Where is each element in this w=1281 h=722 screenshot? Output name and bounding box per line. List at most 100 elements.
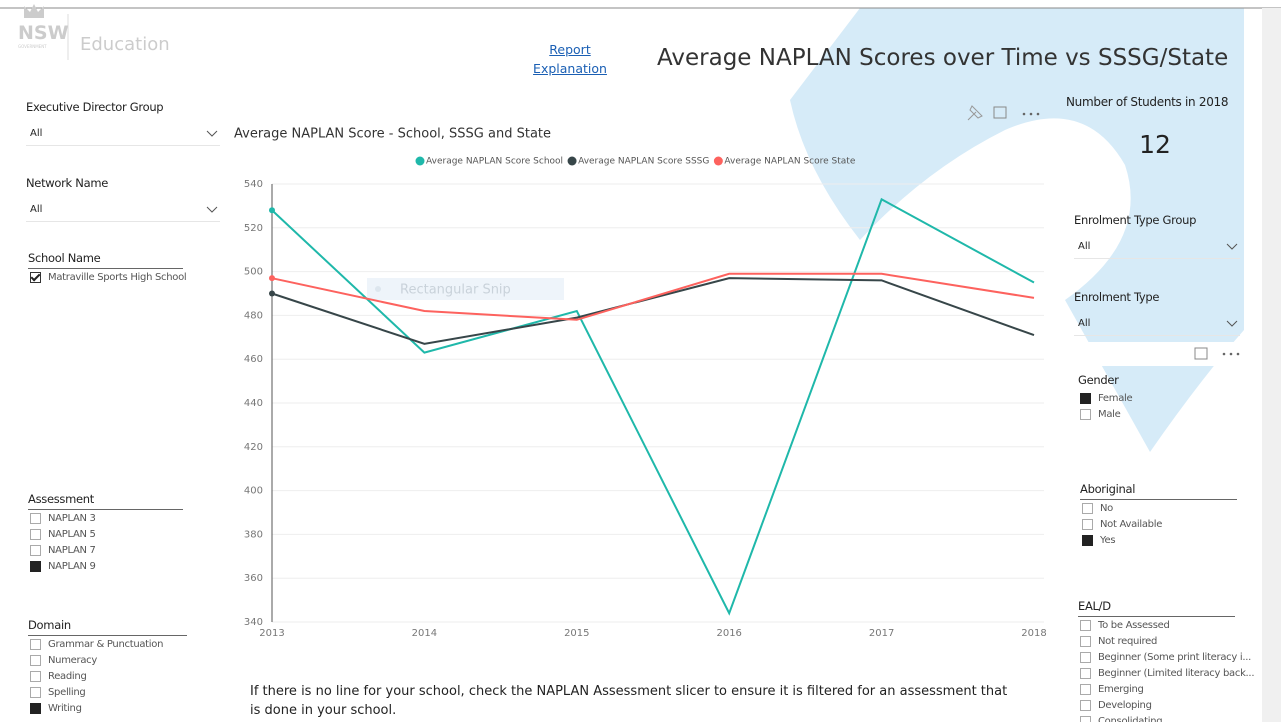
slicer[interactable]: Enrolment Type All xyxy=(1074,290,1240,336)
slicer-title: Enrolment Type Group xyxy=(1074,213,1240,230)
slicer-item[interactable]: To be Assessed xyxy=(1078,617,1235,633)
slicer-item[interactable]: NAPLAN 5 xyxy=(28,526,183,542)
slicer-item[interactable]: Female xyxy=(1078,390,1238,406)
checkbox[interactable] xyxy=(30,513,41,524)
y-tick-label: 440 xyxy=(244,398,263,409)
checkbox[interactable] xyxy=(1080,716,1091,722)
chevron xyxy=(1226,243,1238,251)
checkbox[interactable] xyxy=(1080,700,1091,711)
y-tick-label: 540 xyxy=(244,179,263,190)
checkbox[interactable] xyxy=(1082,519,1093,530)
item-label: No xyxy=(1100,503,1113,514)
footnote: If there is no line for your school, che… xyxy=(250,682,1010,720)
report-page: Rectangular Snip Average NAPLAN Score - … xyxy=(0,0,1281,722)
item-label: Beginner (Limited literacy back... xyxy=(1098,668,1254,679)
slicer-item[interactable]: Male xyxy=(1078,406,1238,422)
item-label: Female xyxy=(1098,393,1132,404)
checkbox[interactable] xyxy=(30,561,41,572)
y-tick-label: 400 xyxy=(244,486,263,497)
slicer-item[interactable]: Emerging xyxy=(1078,681,1235,697)
x-tick-label: 2013 xyxy=(259,628,284,639)
dropdown[interactable]: All xyxy=(26,125,220,146)
slicer[interactable]: Enrolment Type Group All xyxy=(1074,213,1240,259)
slicer-item[interactable]: NAPLAN 9 xyxy=(28,558,183,574)
checkbox[interactable] xyxy=(30,529,41,540)
checkbox[interactable] xyxy=(1080,652,1091,663)
x-tick-label: 2018 xyxy=(1021,628,1046,639)
slicer-title: School Name xyxy=(28,251,183,269)
slicer-item[interactable]: NAPLAN 3 xyxy=(28,510,183,526)
slicer-item[interactable]: Numeracy xyxy=(28,652,187,668)
slicer-item[interactable]: Consolidating xyxy=(1078,713,1235,722)
checkbox[interactable] xyxy=(1082,535,1093,546)
slicer-title: Domain xyxy=(28,618,187,636)
slicer-item[interactable]: Matraville Sports High School xyxy=(28,269,183,285)
slicer[interactable]: Network Name All xyxy=(26,176,220,222)
slicer-item[interactable]: Developing xyxy=(1078,697,1235,713)
slicer-item[interactable]: Yes xyxy=(1080,532,1237,548)
checkbox[interactable] xyxy=(30,687,41,698)
checkbox[interactable] xyxy=(30,655,41,666)
checkbox[interactable] xyxy=(1082,503,1093,514)
slicer-item[interactable]: Writing xyxy=(28,700,187,716)
checkbox[interactable] xyxy=(1080,393,1091,404)
checkbox[interactable] xyxy=(1080,668,1091,679)
logo-emblem xyxy=(24,4,44,18)
checkbox[interactable] xyxy=(1080,409,1091,420)
report-link[interactable]: Report Explanation xyxy=(528,40,612,78)
dropdown[interactable]: All xyxy=(1074,238,1240,259)
slicer-item[interactable]: Beginner (Some print literacy i... xyxy=(1078,649,1235,665)
checkbox[interactable] xyxy=(30,272,41,283)
slicer-item[interactable]: Grammar & Punctuation xyxy=(28,636,187,652)
x-tick-label: 2016 xyxy=(716,628,741,639)
slicer-item[interactable]: Beginner (Limited literacy back... xyxy=(1078,665,1235,681)
legend-marker xyxy=(416,157,425,166)
checkbox[interactable] xyxy=(1080,684,1091,695)
dropdown[interactable]: All xyxy=(26,201,220,222)
checkbox[interactable] xyxy=(1080,636,1091,647)
y-tick-label: 380 xyxy=(244,529,263,540)
slicer-item[interactable]: Spelling xyxy=(28,684,187,700)
item-label: Beginner (Some print literacy i... xyxy=(1098,652,1251,663)
slicer-item[interactable]: NAPLAN 7 xyxy=(28,542,183,558)
y-tick-label: 460 xyxy=(244,354,263,365)
item-label: Reading xyxy=(48,671,87,682)
item-label: Spelling xyxy=(48,687,85,698)
dropdown[interactable]: All xyxy=(1074,315,1240,336)
legend-label: Average NAPLAN Score School xyxy=(426,157,563,167)
item-label: NAPLAN 5 xyxy=(48,529,96,540)
scrollbar[interactable] xyxy=(1262,8,1281,722)
checkbox[interactable] xyxy=(30,703,41,714)
checkbox[interactable] xyxy=(1080,620,1091,631)
slicer-title: Enrolment Type xyxy=(1074,290,1240,307)
dropdown-value: All xyxy=(30,128,42,139)
checkbox[interactable] xyxy=(30,545,41,556)
item-label: Matraville Sports High School xyxy=(48,272,186,283)
slicer-item[interactable]: Not required xyxy=(1078,633,1235,649)
legend-label: Average NAPLAN Score State xyxy=(724,157,855,167)
item-label: NAPLAN 7 xyxy=(48,545,96,556)
checkbox[interactable] xyxy=(30,671,41,682)
slicer-item[interactable]: Reading xyxy=(28,668,187,684)
item-label: Writing xyxy=(48,703,82,714)
slicer-title: Executive Director Group xyxy=(26,100,220,117)
series-point xyxy=(269,275,275,281)
series-line xyxy=(272,199,1034,613)
slicer-item[interactable]: No xyxy=(1080,500,1237,516)
slicer-item[interactable]: Not Available xyxy=(1080,516,1237,532)
checkbox[interactable] xyxy=(30,639,41,650)
snip-dot xyxy=(375,286,381,292)
logo: NSW xyxy=(18,22,69,44)
x-tick-label: 2015 xyxy=(564,628,589,639)
slicer-title: Aboriginal xyxy=(1080,482,1237,500)
slicer[interactable]: School Name Matraville Sports High School xyxy=(28,251,183,285)
slicer-title: Network Name xyxy=(26,176,220,193)
x-tick-label: 2014 xyxy=(412,628,437,639)
slicer[interactable]: Executive Director Group All xyxy=(26,100,220,146)
logo-sub: GOVERNMENT xyxy=(18,44,47,49)
